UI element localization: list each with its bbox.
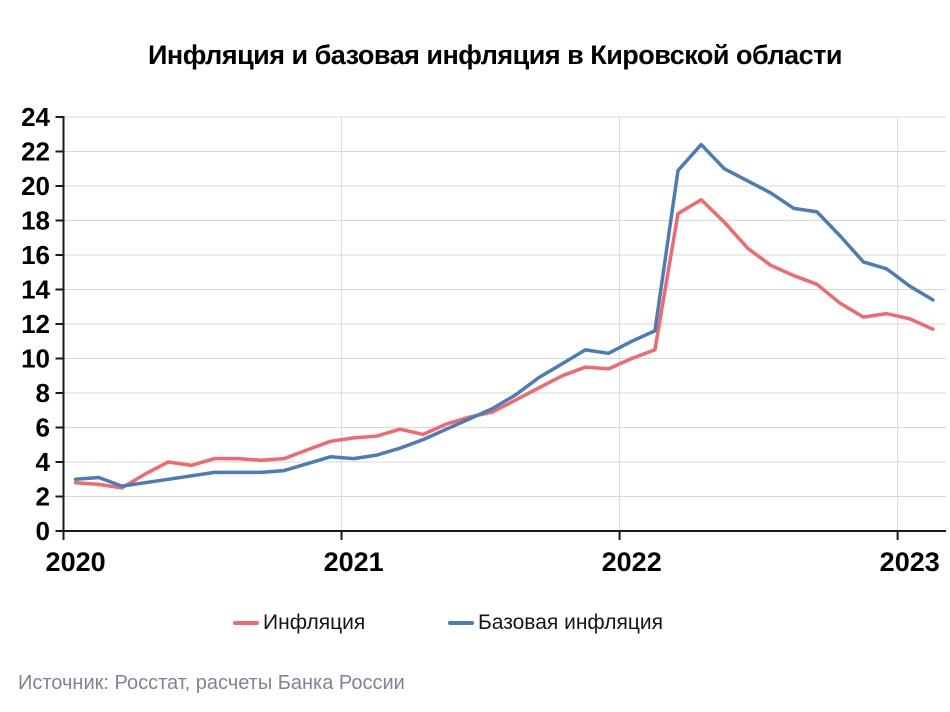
y-axis-label: 22 — [21, 137, 50, 167]
legend-item-core-inflation: Базовая инфляция — [448, 606, 663, 640]
y-axis-label: 20 — [21, 171, 50, 201]
y-axis-label: 24 — [21, 102, 50, 132]
y-axis-label: 4 — [36, 447, 51, 477]
y-axis-label: 0 — [36, 516, 50, 546]
inflation-line-swatch-icon — [233, 621, 259, 625]
y-axis-label: 18 — [21, 206, 50, 236]
core-inflation-line-swatch-icon — [448, 621, 474, 625]
x-axis-label: 2023 — [880, 547, 940, 577]
y-axis-label: 2 — [36, 482, 50, 512]
y-axis-label: 10 — [21, 344, 50, 374]
inflation-line — [73, 198, 935, 490]
x-axis-label: 2021 — [324, 547, 384, 577]
legend-label-core-inflation: Базовая инфляция — [478, 611, 664, 634]
legend-item-inflation: Инфляция — [233, 606, 365, 640]
y-axis-label: 6 — [36, 413, 50, 443]
x-axis-label: 2020 — [46, 547, 106, 577]
core-inflation-line — [73, 142, 935, 488]
y-axis-label: 16 — [21, 240, 50, 270]
legend-label-inflation: Инфляция — [263, 611, 366, 634]
chart-title: Инфляция и базовая инфляция в Кировской … — [148, 40, 842, 70]
source-note: Источник: Росстат, расчеты Банка России — [18, 672, 405, 694]
y-axis-label: 12 — [21, 309, 50, 339]
y-axis-label: 14 — [21, 275, 50, 305]
x-axis-label: 2022 — [602, 547, 662, 577]
chart-legend: Инфляция Базовая инфляция — [0, 606, 950, 640]
y-axis-label: 8 — [36, 378, 50, 408]
